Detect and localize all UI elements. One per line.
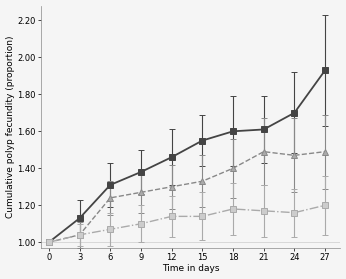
Y-axis label: Cumulative polyp fecundity (proportion): Cumulative polyp fecundity (proportion): [6, 35, 15, 218]
X-axis label: Time in days: Time in days: [162, 264, 219, 273]
